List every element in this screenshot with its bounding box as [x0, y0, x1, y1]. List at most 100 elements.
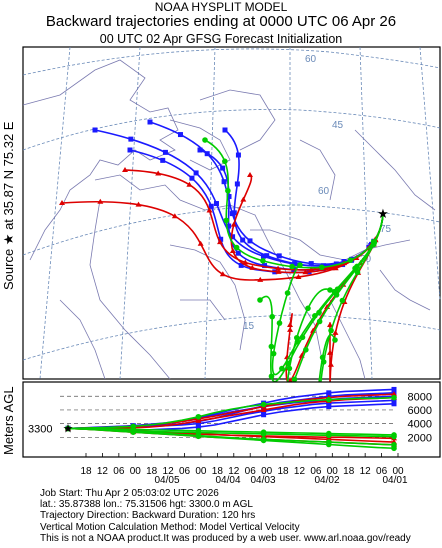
trajectory-point [260, 431, 267, 437]
graticule [22, 46, 441, 380]
trajectory-point [229, 247, 236, 253]
trajectory-point [249, 264, 256, 270]
trajectory-point [197, 240, 204, 246]
trajectory-point [206, 207, 213, 213]
lat-line-60 [22, 48, 441, 76]
job-start-line: Job Start: Thu Apr 2 05:03:02 UTC 2026 [40, 488, 219, 499]
graticule-label: 60 [318, 186, 330, 197]
x-tick-label: 06 [376, 466, 388, 477]
trajectory-point [216, 239, 223, 245]
trajectory-point [268, 343, 275, 350]
trajectory-point [177, 132, 183, 138]
trajectory-point [208, 203, 214, 209]
trajectory-point [340, 281, 347, 287]
graticule-label: 75 [380, 224, 392, 235]
x-tick-label: 12 [294, 466, 306, 477]
trajectory-point [339, 297, 346, 304]
trajectory-point [391, 394, 397, 401]
trajectory-point [222, 127, 228, 133]
coastlines [22, 59, 436, 380]
y-tick-label: 2000 [408, 432, 432, 444]
trajectory-point [235, 250, 241, 256]
trajectory-point [308, 266, 315, 272]
trajectory-point [59, 200, 65, 205]
trajectory-point [162, 149, 168, 155]
trajectory-point [97, 198, 104, 204]
trajectory-point [197, 147, 203, 153]
x-tick-label: 06 [310, 466, 322, 477]
trajectory-point [195, 413, 202, 420]
trajectory-point [352, 265, 358, 272]
trajectory-point [230, 221, 237, 227]
trajectory-point [275, 265, 282, 271]
trajectory-point [235, 152, 241, 158]
trajectory-point [319, 354, 326, 361]
x-tick-label: 00 [327, 466, 339, 477]
trajectory-point [261, 412, 267, 418]
graticule-label: 45 [332, 120, 344, 131]
date-label: 04/05 [154, 475, 179, 486]
x-tick-label: 12 [97, 466, 109, 477]
source-star: ★ [377, 206, 389, 221]
x-tick-label: 06 [113, 466, 125, 477]
trajectory-point [326, 404, 332, 410]
x-tick-label: 00 [130, 466, 142, 477]
trajectory-point [294, 338, 301, 345]
trajectory-point [219, 271, 226, 277]
trajectory-point [202, 137, 208, 143]
trajectory-point [391, 386, 397, 392]
chart-title: Backward trajectories ending at 0000 UTC… [45, 13, 397, 30]
trajectory-point [213, 201, 219, 207]
lon-line-2 [119, 46, 141, 380]
x-tick-label: 18 [146, 466, 158, 477]
trajectory-point [247, 172, 253, 177]
trajectory-point [240, 237, 246, 243]
trajectory-point [305, 305, 311, 312]
x-tick-label: 06 [245, 466, 257, 477]
disclaimer-line: This is not a NOAA product.It was produc… [40, 532, 411, 544]
trajectory-point [320, 359, 327, 365]
trajectory-point [326, 390, 332, 396]
trajectory-point [332, 329, 339, 335]
trajectory-point [135, 201, 142, 207]
height-series-line [68, 396, 395, 430]
trajectory-point [160, 157, 166, 163]
trajectory-point [326, 432, 332, 439]
y-tick-label: 8000 [408, 391, 432, 403]
height-series [65, 425, 397, 440]
trajectory-point [292, 261, 298, 267]
trajectory-point [257, 297, 263, 303]
trajectory-point [276, 320, 283, 326]
date-label: 04/03 [250, 475, 275, 486]
trajectory-point [328, 327, 334, 334]
trajectory-point [195, 417, 202, 423]
trajectory-point [195, 424, 201, 430]
trajectory-point [391, 391, 397, 397]
direction-line: Trajectory Direction: Backward Duration:… [40, 510, 256, 522]
start-height-label: 3300 [28, 423, 52, 435]
trajectory-point [238, 262, 244, 268]
footer-info: Job Start: Thu Apr 2 05:03:02 UTC 2026 l… [40, 488, 411, 544]
trajectory-point [226, 194, 232, 200]
lat-line-45 [22, 109, 441, 151]
trajectory-point [275, 268, 282, 274]
forecast-init-label: 00 UTC 02 Apr GFSG Forecast Initializati… [99, 32, 343, 46]
x-tick-label: 00 [392, 466, 404, 477]
trajectory-point [295, 274, 302, 280]
trajectory-point [291, 376, 298, 383]
trajectory-point [326, 441, 332, 448]
trajectory-point [370, 240, 377, 247]
date-label: 04/02 [314, 475, 339, 486]
trajectory-point [316, 318, 323, 325]
trajectory-point [257, 276, 264, 282]
trajectory-point [186, 181, 193, 187]
trajectory-point [287, 322, 293, 327]
y-tick-label: 4000 [408, 419, 432, 431]
trajectory-point [195, 421, 201, 427]
trajectory-point [297, 262, 303, 268]
trajectory-point [225, 187, 231, 194]
height-series-line [68, 427, 395, 436]
lat-line-30 [22, 204, 441, 256]
